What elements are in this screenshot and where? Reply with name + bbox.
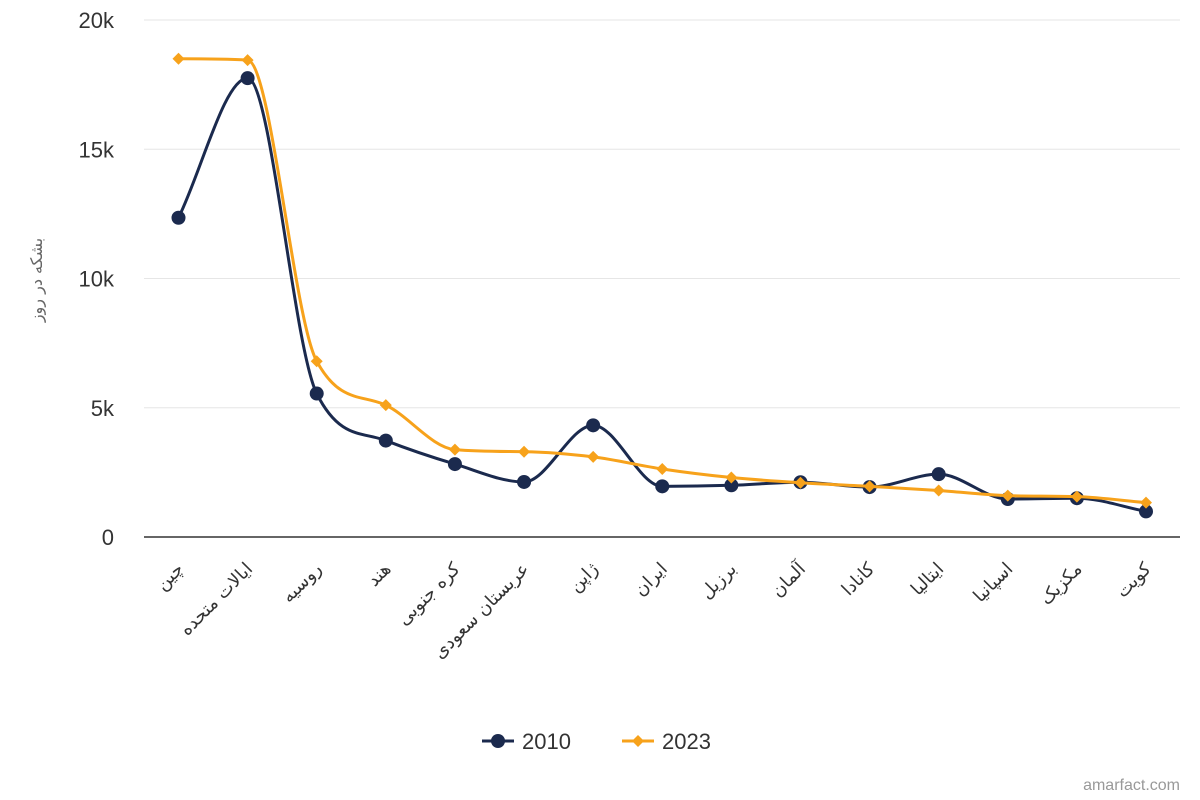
y-tick-label: 20k: [79, 8, 115, 33]
y-tick-label: 0: [102, 525, 114, 550]
x-category-label: ایتالیا: [907, 559, 948, 600]
x-category-label: چین: [152, 559, 188, 595]
y-tick-label: 5k: [91, 396, 115, 421]
legend-item-2010[interactable]: 2010: [482, 729, 571, 754]
data-point-2010[interactable]: [517, 474, 532, 489]
y-tick-label: 10k: [79, 267, 115, 292]
x-category-label: کانادا: [838, 558, 880, 600]
data-point-2023[interactable]: [656, 463, 669, 476]
x-category-label: ایران: [630, 559, 672, 601]
data-point-2023[interactable]: [379, 399, 392, 412]
x-category-label: ژاپن: [565, 559, 603, 597]
series-layer: [171, 52, 1153, 519]
y-axis-ticks: 0 5k 10k 15k 20k: [79, 8, 115, 550]
data-point-2023[interactable]: [310, 355, 323, 368]
x-category-label: هند: [363, 559, 395, 591]
data-point-2010[interactable]: [378, 433, 393, 448]
credit-text: amarfact.com: [1083, 777, 1180, 794]
data-point-2023[interactable]: [172, 52, 185, 65]
legend-label: 2023: [662, 729, 711, 754]
data-point-2023[interactable]: [794, 476, 807, 489]
x-category-label: اسپانیا: [969, 559, 1017, 607]
data-point-2023[interactable]: [1140, 496, 1152, 509]
data-point-2023[interactable]: [518, 445, 531, 458]
series-2010: [171, 71, 1153, 519]
x-category-label: ایالات متحده: [176, 559, 257, 640]
x-category-label: کویت: [1112, 558, 1156, 602]
data-point-2010[interactable]: [655, 479, 670, 494]
series-line-2010: [177, 76, 1148, 513]
legend-item-2023[interactable]: 2023: [622, 729, 711, 754]
x-category-label: روسیه: [278, 559, 326, 607]
x-category-label: آلمان: [766, 557, 811, 602]
data-point-2010[interactable]: [171, 210, 186, 225]
data-point-2023[interactable]: [932, 484, 945, 497]
data-point-2010[interactable]: [931, 467, 946, 482]
data-point-2023[interactable]: [725, 471, 738, 484]
x-category-label: کره جنوبی: [393, 558, 464, 629]
legend[interactable]: 2010 2023: [482, 729, 711, 754]
legend-label: 2010: [522, 729, 571, 754]
data-point-2010[interactable]: [724, 478, 739, 493]
data-point-2023[interactable]: [1070, 490, 1083, 503]
y-tick-label: 15k: [79, 137, 115, 162]
gridlines: [144, 19, 1180, 409]
data-point-2010[interactable]: [447, 457, 462, 472]
data-point-2023[interactable]: [448, 443, 461, 456]
data-point-2010[interactable]: [309, 386, 324, 401]
data-point-2023[interactable]: [1001, 489, 1014, 502]
data-point-2023[interactable]: [863, 480, 876, 493]
series-line-2023: [177, 57, 1148, 505]
data-point-2010[interactable]: [240, 71, 255, 86]
x-category-label: برزیل: [696, 559, 741, 604]
legend-marker: [491, 734, 505, 748]
series-2023: [172, 52, 1152, 509]
x-category-label: مکزیک: [1036, 559, 1087, 610]
legend-marker: [632, 735, 644, 747]
data-point-2023[interactable]: [241, 54, 254, 67]
data-point-2023[interactable]: [587, 450, 600, 463]
y-axis-label: بشکه در روز: [27, 238, 47, 323]
data-point-2010[interactable]: [586, 418, 601, 433]
data-point-2010[interactable]: [1139, 504, 1153, 519]
